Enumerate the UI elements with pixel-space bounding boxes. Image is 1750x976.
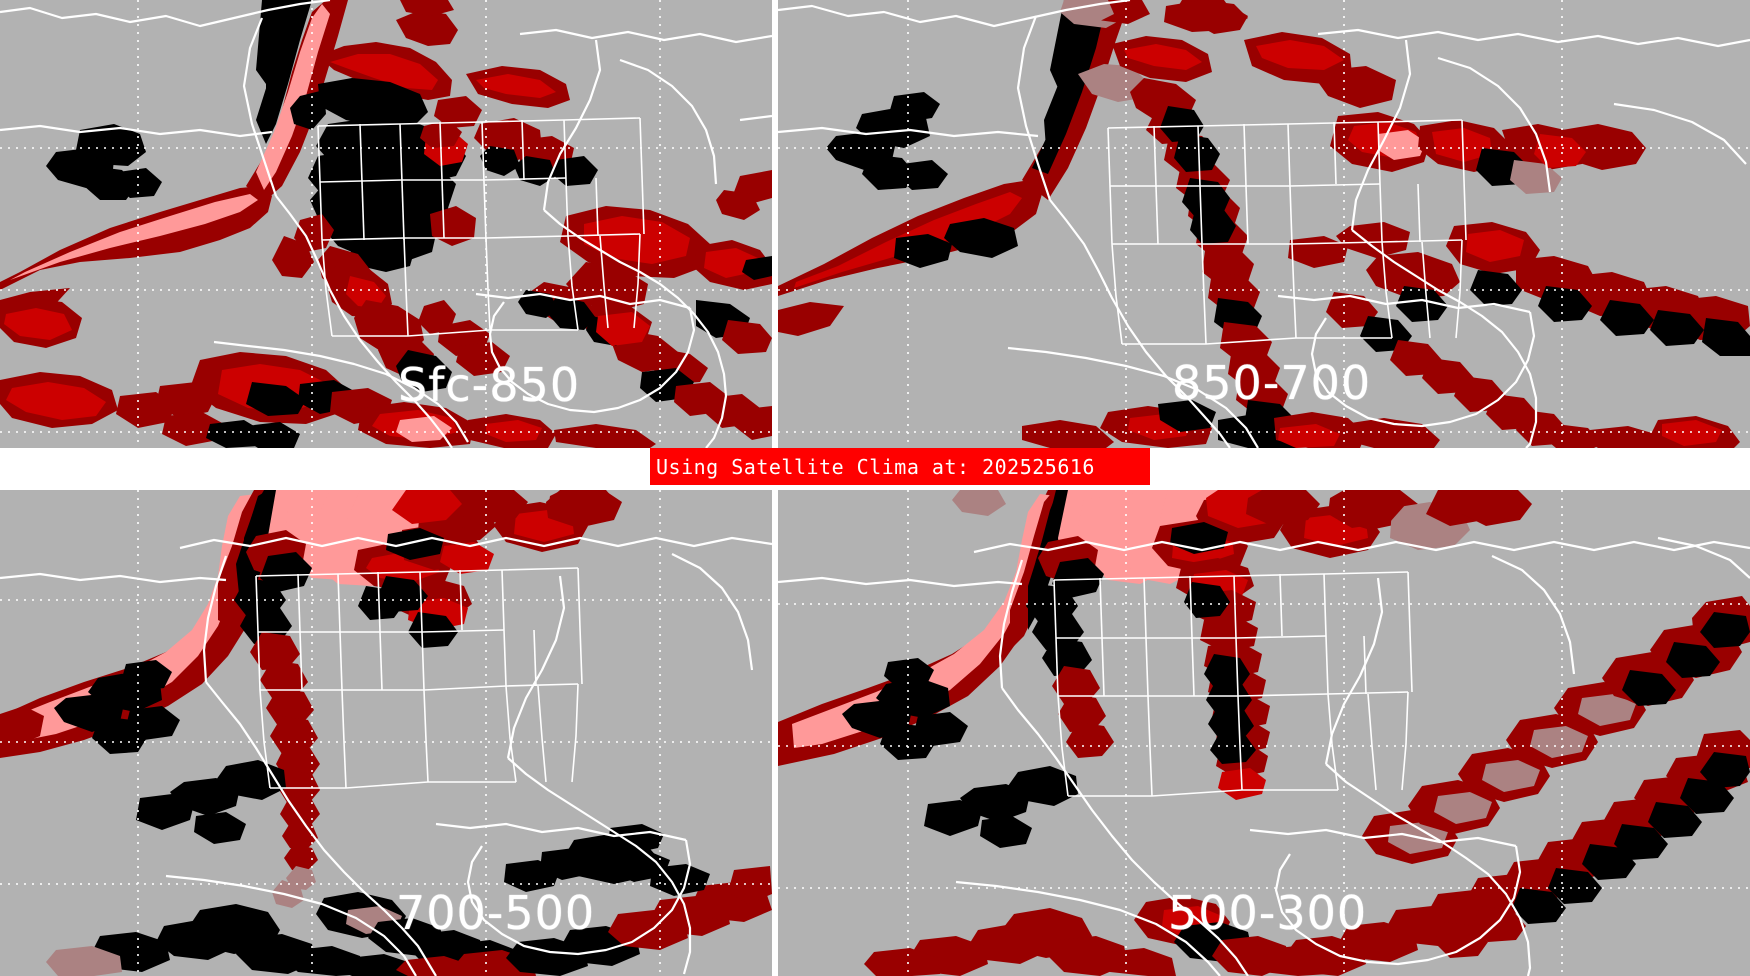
map-svg [0, 490, 772, 976]
coastlines [778, 536, 1750, 976]
coastlines [0, 0, 772, 448]
moisture-field [0, 0, 772, 448]
moisture-field [778, 490, 1750, 976]
moisture-field [778, 0, 1750, 448]
map-canvas [0, 0, 772, 448]
map-canvas [0, 490, 772, 976]
map-svg [778, 0, 1750, 448]
map-panel-sfc-850[interactable]: Sfc-850 [0, 0, 772, 448]
state-borders [1107, 119, 1467, 345]
state-borders [317, 117, 645, 337]
state-borders [255, 567, 583, 789]
status-banner: Using Satellite Clima at: 202525616 [650, 448, 1150, 485]
map-svg [0, 0, 772, 448]
gridlines [0, 0, 772, 448]
map-canvas [778, 490, 1750, 976]
gridlines [778, 490, 1750, 976]
state-borders [1053, 571, 1413, 797]
map-canvas [778, 0, 1750, 448]
gridlines [778, 0, 1750, 448]
gridlines [0, 490, 772, 976]
map-panel-700-500[interactable]: 700-500 [0, 490, 772, 976]
map-svg [778, 490, 1750, 976]
moisture-field [0, 490, 772, 976]
map-panel-850-700[interactable]: 850-700 [778, 0, 1750, 448]
coastlines [0, 536, 772, 976]
map-panel-500-300[interactable]: 500-300 [778, 490, 1750, 976]
